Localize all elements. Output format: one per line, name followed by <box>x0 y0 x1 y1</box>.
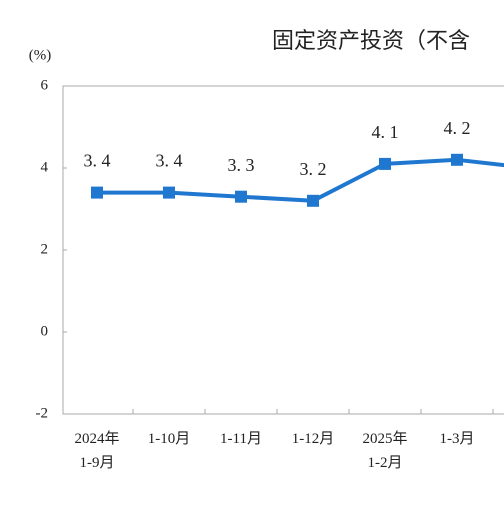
y-axis-label: (%) <box>29 47 52 63</box>
x-tick-label: 1-3月 <box>440 431 475 447</box>
x-tick-label: 1-12月 <box>292 431 335 447</box>
marker <box>235 190 247 203</box>
marker <box>91 186 103 199</box>
x-tick-label: 1-10月 <box>148 431 191 447</box>
marker <box>379 157 391 170</box>
x-tick-label: 2024年 1-9月 <box>74 430 119 471</box>
data-label: 3. 3 <box>228 155 255 175</box>
y-tick-label: 2 <box>41 241 49 257</box>
marker <box>307 194 319 207</box>
marker <box>163 186 175 199</box>
y-tick-label: 6 <box>41 77 49 93</box>
x-tick-label: 2025年 1-2月 <box>362 430 407 471</box>
data-label: 3. 4 <box>84 151 111 171</box>
data-label: 3. 4 <box>156 151 183 171</box>
x-tick-label: 1-11月 <box>220 431 262 447</box>
data-label: 4. 1 <box>372 122 399 142</box>
data-label: 4. 2 <box>444 118 471 138</box>
y-tick-label: -2 <box>36 405 49 421</box>
chart-title: 固定资产投资（不含 <box>272 29 470 54</box>
marker <box>451 153 463 166</box>
plot-frame <box>62 85 504 415</box>
y-tick-label: 0 <box>41 323 49 339</box>
y-tick-label: 4 <box>41 159 49 175</box>
data-label: 3. 2 <box>300 159 327 179</box>
